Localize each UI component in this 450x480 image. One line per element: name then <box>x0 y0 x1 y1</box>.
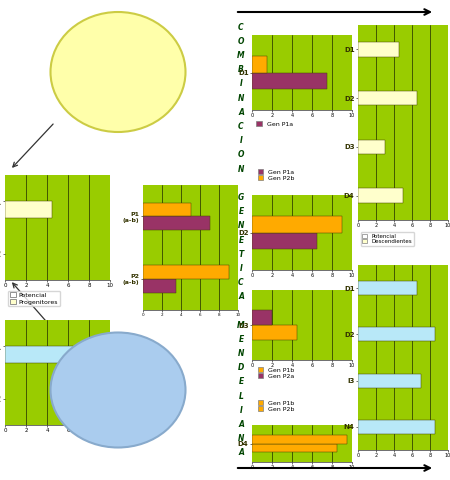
Bar <box>358 281 417 295</box>
Text: I: I <box>239 79 243 88</box>
Text: I: I <box>239 406 243 415</box>
Legend: Potencial, Descendientes: Potencial, Descendientes <box>361 232 414 246</box>
Text: B: B <box>238 65 244 74</box>
Text: I: I <box>239 136 243 145</box>
Text: E: E <box>238 335 243 344</box>
Bar <box>358 91 417 106</box>
Text: A: A <box>238 420 244 429</box>
Text: C: C <box>238 278 244 287</box>
Text: E: E <box>238 207 243 216</box>
Bar <box>358 188 403 203</box>
Text: N: N <box>238 349 244 358</box>
Bar <box>143 203 190 216</box>
Text: A: A <box>238 292 244 301</box>
Text: SIN
VERIFICACIÓN
INFORMACIÓN
GENÉTICA: SIN VERIFICACIÓN INFORMACIÓN GENÉTICA <box>85 370 152 410</box>
Bar <box>252 56 267 72</box>
Text: T: T <box>238 250 243 259</box>
Text: L: L <box>238 392 243 401</box>
Bar <box>358 374 421 387</box>
Text: A: A <box>238 108 244 117</box>
Text: D: D <box>238 363 244 372</box>
Bar <box>252 216 342 232</box>
Text: M: M <box>237 51 245 60</box>
Bar <box>252 435 347 444</box>
Legend: Gen P1a, Gen P2b: Gen P1a, Gen P2b <box>255 167 297 183</box>
Legend: Potencial, Progenitores: Potencial, Progenitores <box>8 290 60 306</box>
Text: E: E <box>238 377 243 386</box>
Bar <box>143 265 229 279</box>
Bar <box>358 327 435 341</box>
Text: O: O <box>238 37 244 46</box>
Bar <box>143 279 176 292</box>
Text: E: E <box>238 236 243 244</box>
Text: C: C <box>238 122 244 131</box>
Bar <box>358 420 435 434</box>
Text: A: A <box>238 448 244 457</box>
Text: C: C <box>238 23 244 32</box>
Text: N: N <box>238 221 244 230</box>
Bar <box>252 325 297 340</box>
Legend: Gen P1b, Gen P2a: Gen P1b, Gen P2a <box>255 365 297 381</box>
Text: N: N <box>238 434 244 443</box>
Bar <box>252 310 272 325</box>
Legend: Gen P1b, Gen P2b: Gen P1b, Gen P2b <box>255 397 297 414</box>
Text: M: M <box>237 321 245 330</box>
Legend: Gen P1a: Gen P1a <box>255 120 294 128</box>
Bar <box>252 232 317 249</box>
Text: N: N <box>238 94 244 103</box>
Text: O: O <box>238 150 244 159</box>
Bar <box>5 201 52 218</box>
Bar <box>252 72 327 89</box>
Text: N: N <box>238 165 244 174</box>
Bar <box>358 140 385 154</box>
Bar <box>143 216 210 230</box>
Text: CON
VERIFICACIÓN
INFORMACIÓN
GENETICA: CON VERIFICACIÓN INFORMACIÓN GENETICA <box>85 52 152 92</box>
Bar <box>252 444 337 452</box>
Text: I: I <box>239 264 243 273</box>
Bar <box>5 346 73 363</box>
Bar <box>358 42 399 57</box>
Text: G: G <box>238 193 244 202</box>
